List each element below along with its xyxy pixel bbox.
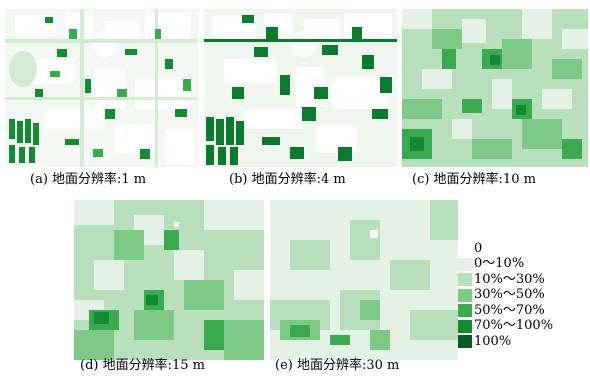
legend-item: 10%～30% [458, 272, 588, 288]
legend-item: 30%～50% [458, 288, 588, 304]
map-panel-a [5, 9, 198, 167]
map-panel-d [74, 200, 264, 360]
legend-item: 0 [458, 241, 588, 257]
map-panel-b [204, 9, 397, 167]
caption-c: (c) 地面分辨率:10 m [412, 172, 536, 187]
vegetation-map-30m [270, 200, 458, 360]
legend-label: 0～10% [474, 256, 525, 272]
legend-label: 0 [474, 240, 483, 256]
map-panel-e [270, 200, 458, 360]
legend-label: 10%～30% [474, 271, 545, 287]
vegetation-map-4m [204, 9, 397, 167]
legend-label: 30%～50% [474, 287, 545, 303]
caption-e: (e) 地面分辨率:30 m [275, 358, 400, 373]
legend-swatch [458, 257, 472, 271]
legend-item: 100% [458, 334, 588, 350]
map-panel-c [402, 9, 588, 167]
legend-item: 0～10% [458, 257, 588, 273]
legend-label: 50%～70% [474, 302, 545, 318]
caption-b: (b) 地面分辨率:4 m [229, 172, 346, 187]
legend-label: 100% [474, 333, 512, 349]
legend-item: 70%～100% [458, 319, 588, 335]
caption-d: (d) 地面分辨率:15 m [80, 358, 205, 373]
legend-label: 70%～100% [474, 318, 554, 334]
legend-swatch [458, 304, 472, 318]
legend-swatch [458, 335, 472, 349]
vegetation-map-10m [402, 9, 588, 167]
legend-swatch [458, 319, 472, 333]
vegetation-map-15m [74, 200, 264, 360]
legend-swatch [458, 288, 472, 302]
legend: 0 0～10% 10%～30% 30%～50% 50%～70% 70%～100%… [458, 241, 588, 350]
legend-swatch [458, 273, 472, 287]
legend-item: 50%～70% [458, 303, 588, 319]
vegetation-map-1m [5, 9, 198, 167]
caption-a: (a) 地面分辨率:1 m [30, 172, 147, 187]
legend-swatch [458, 242, 472, 256]
